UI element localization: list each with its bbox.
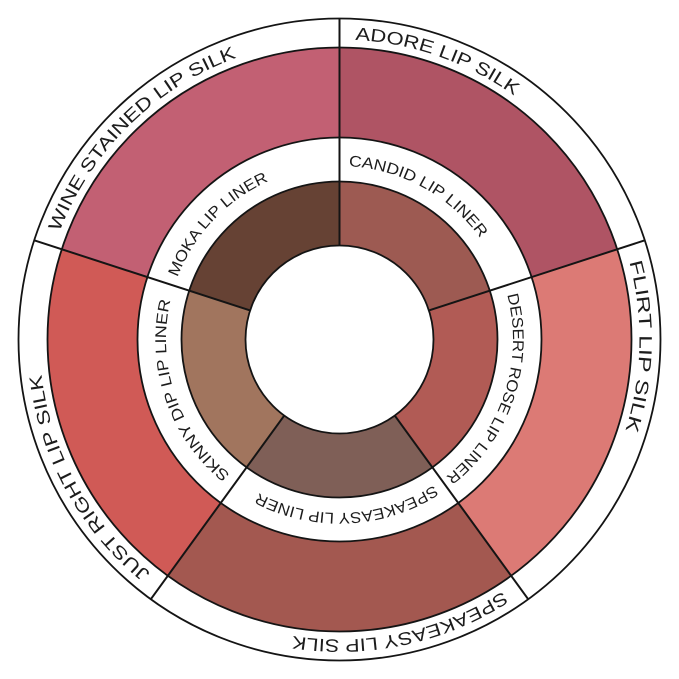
divider-line-144deg [393,414,529,600]
divider-line-216deg [150,414,286,600]
divider-line-72deg [428,239,646,312]
divider-line-288deg [33,239,251,312]
